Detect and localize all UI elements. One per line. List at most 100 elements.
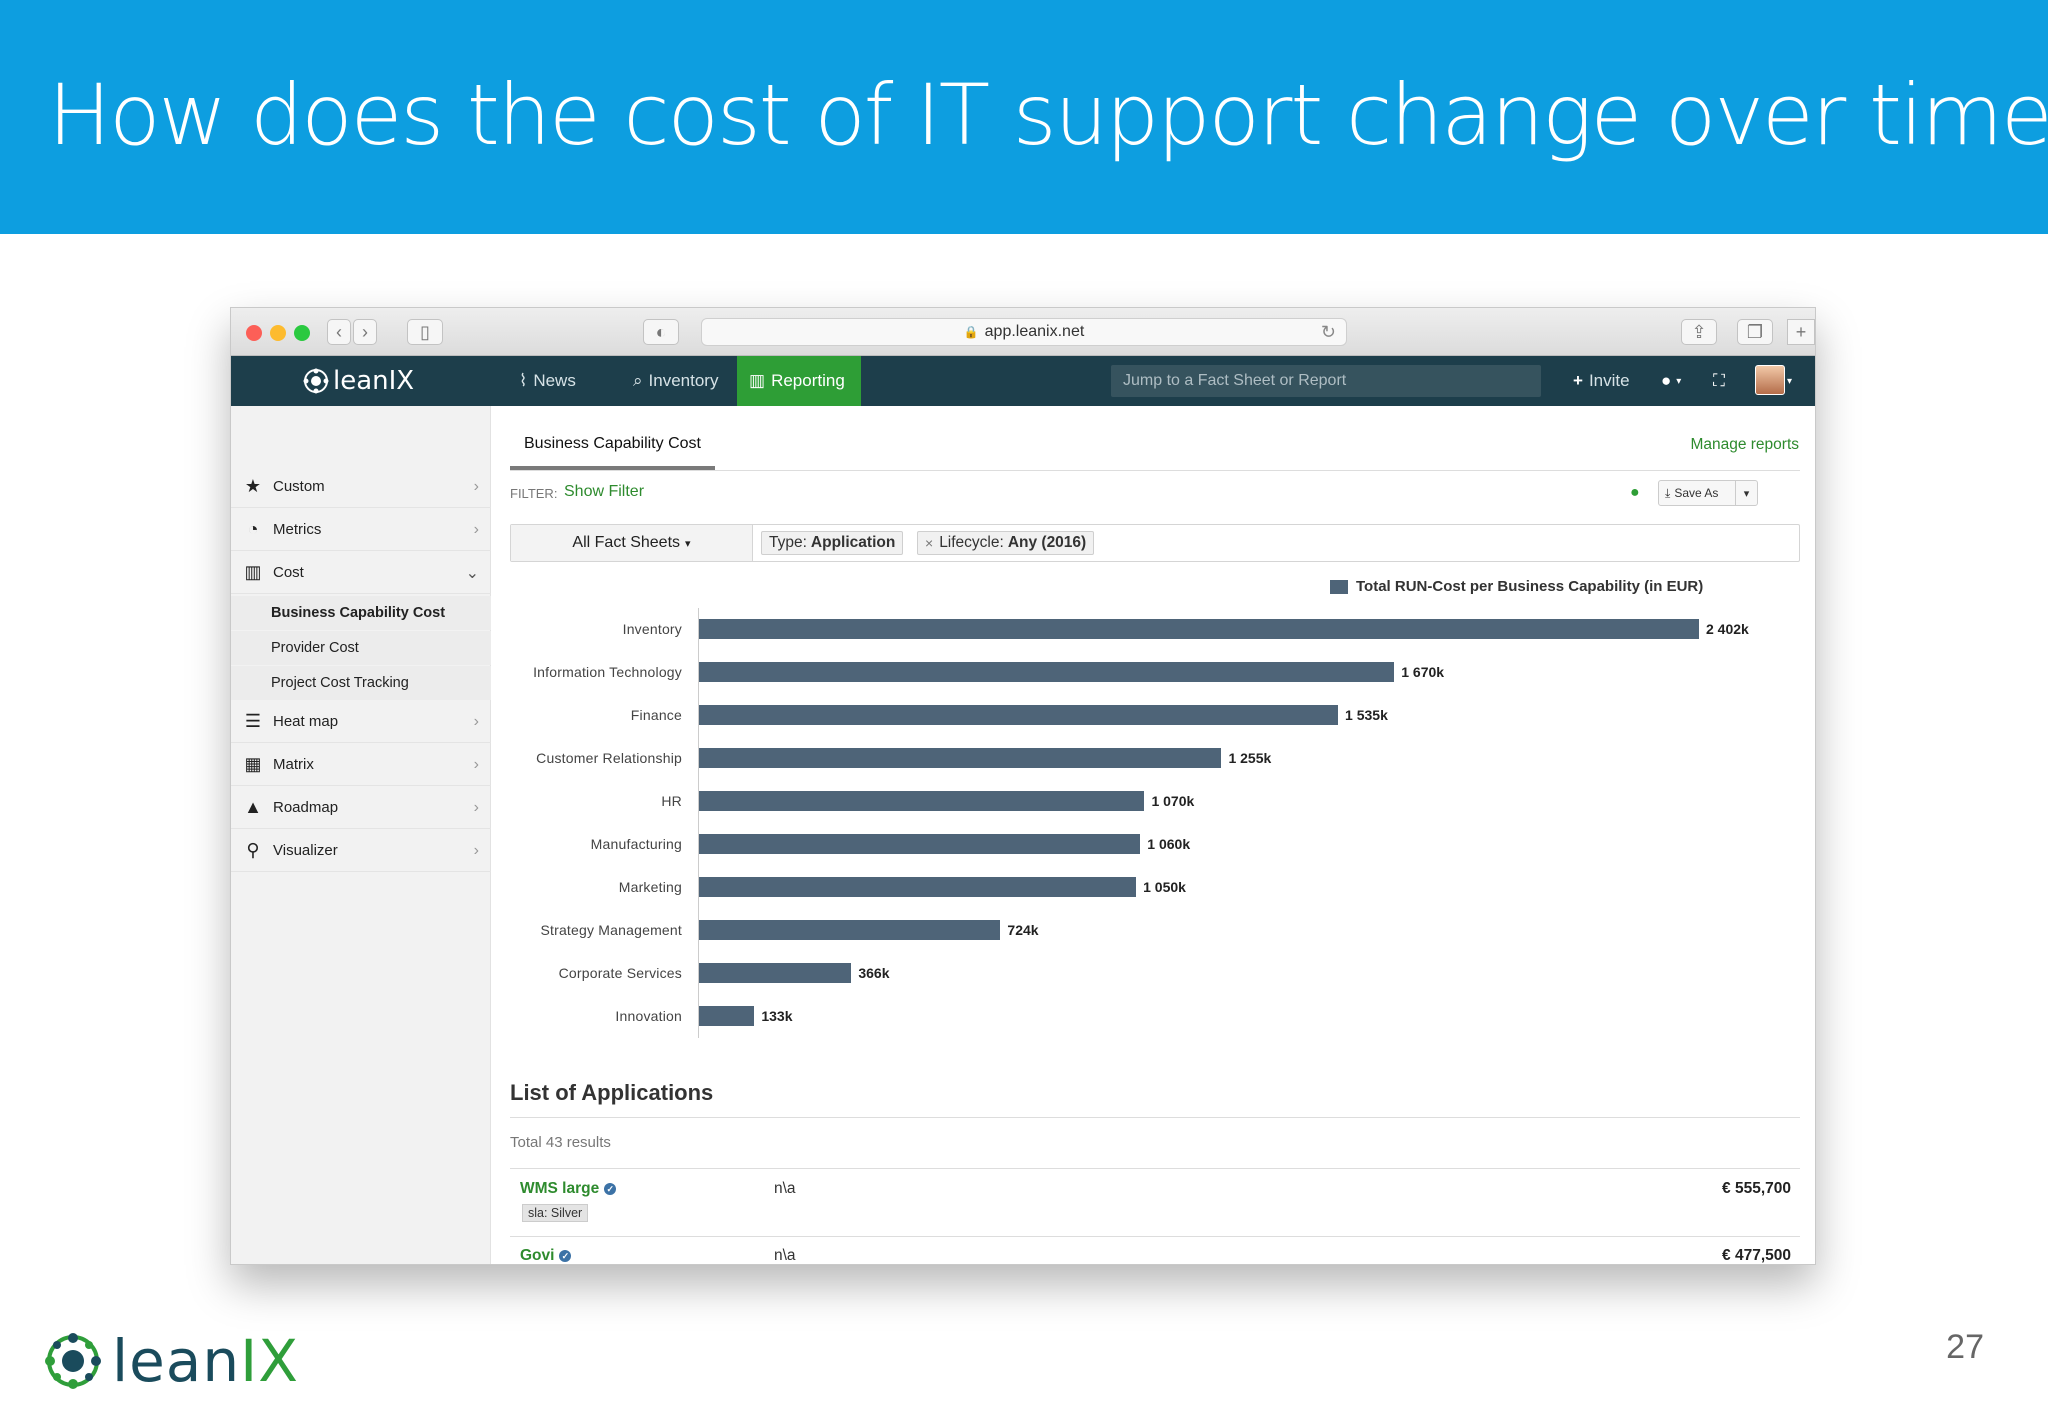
comment-icon[interactable]: ●	[1630, 484, 1640, 501]
list-divider	[510, 1117, 1800, 1118]
nav-news[interactable]: ⌇ News	[507, 356, 588, 406]
manage-reports-link[interactable]: Manage reports	[1690, 436, 1799, 453]
close-window-button[interactable]	[246, 325, 262, 341]
app-logo[interactable]: leanIX	[303, 366, 414, 396]
bar[interactable]	[699, 748, 1222, 768]
chip-value: Application	[810, 534, 896, 551]
sidebar-toggle-icon[interactable]: ▯	[407, 319, 443, 345]
sidebar-item-roadmap[interactable]: ▲ Roadmap ›	[231, 787, 491, 829]
app-cost-value: € 477,500	[1722, 1247, 1791, 1264]
address-bar[interactable]: 🔒 app.leanix.net ↻	[701, 318, 1347, 346]
remove-filter-icon[interactable]: ×	[925, 535, 934, 551]
bar-label: Inventory	[622, 621, 682, 637]
sla-tag: sla: Silver	[522, 1204, 589, 1222]
app-cost-value: € 555,700	[1722, 1180, 1791, 1197]
bar[interactable]	[699, 834, 1141, 854]
avatar[interactable]	[1755, 365, 1785, 395]
legend-swatch	[1330, 579, 1348, 594]
sidebar-sub-project-cost-tracking[interactable]: Project Cost Tracking	[231, 666, 491, 700]
bar-label: Marketing	[618, 879, 682, 895]
bar[interactable]	[699, 662, 1395, 682]
sidebar-sub-business-capability-cost[interactable]: Business Capability Cost	[231, 596, 491, 630]
bar-label: Strategy Management	[540, 922, 682, 938]
slide-title: How does the cost of IT support change o…	[48, 66, 2048, 164]
bar-value-label: 724k	[1007, 922, 1039, 938]
caret-down-icon[interactable]: ▾	[1735, 481, 1757, 505]
leanix-logo-icon	[45, 1333, 101, 1389]
nav-reporting[interactable]: ▥ Reporting	[737, 356, 861, 406]
bar-value-label: 366k	[858, 965, 890, 981]
bar[interactable]	[699, 791, 1145, 811]
new-tab-icon[interactable]: +	[1787, 319, 1815, 345]
download-icon: ⤓	[1665, 485, 1671, 500]
sidebar-item-label: Visualizer	[273, 842, 338, 859]
tab-business-capability-cost[interactable]: Business Capability Cost	[510, 422, 715, 470]
sidebar-item-metrics[interactable]: ◔ Metrics ›	[231, 509, 491, 551]
show-filter-link[interactable]: Show Filter	[564, 483, 645, 500]
jump-search-input[interactable]: Jump to a Fact Sheet or Report	[1111, 365, 1541, 397]
sidebar-item-custom[interactable]: ★ Custom ›	[231, 466, 491, 508]
help-menu[interactable]: ● ▾	[1649, 356, 1693, 406]
sidebar-item-matrix[interactable]: ▦ Matrix ›	[231, 744, 491, 786]
save-as-button[interactable]: ⤓ Save As ▾	[1658, 480, 1758, 506]
share-icon[interactable]: ⇪	[1681, 319, 1717, 345]
reload-icon[interactable]: ↻	[1320, 322, 1336, 342]
fact-sheets-dropdown[interactable]: All Fact Sheets ▾	[511, 525, 753, 561]
sidebar: ★ Custom › ◔ Metrics › ▥ Cost ⌄ Business…	[231, 406, 491, 1264]
lock-icon: 🔒	[963, 325, 979, 339]
slide-header: How does the cost of IT support change o…	[0, 0, 2048, 234]
legend-label: Total RUN-Cost per Business Capability (…	[1356, 578, 1704, 595]
tabs-icon[interactable]: ❐	[1737, 319, 1773, 345]
nav-inventory[interactable]: ⌕ Inventory	[621, 356, 730, 406]
bar-value-label: 1 535k	[1345, 707, 1388, 723]
page-number: 27	[1946, 1328, 1984, 1366]
bar-chart-icon: ▥	[244, 562, 262, 582]
bar-label: HR	[661, 793, 682, 809]
sidebar-item-label: Cost	[273, 564, 304, 581]
plus-icon: +	[1573, 371, 1583, 390]
fullscreen-icon[interactable]: ⛶	[1713, 371, 1725, 390]
main-content: Business Capability Cost Manage reports …	[492, 406, 1815, 1264]
bar[interactable]	[699, 963, 852, 983]
back-icon[interactable]: ‹	[327, 319, 351, 345]
app-link-wms-large[interactable]: WMS large ✓	[520, 1180, 617, 1198]
minimize-window-button[interactable]	[270, 325, 286, 341]
nav-inventory-label: Inventory	[648, 371, 719, 390]
road-icon: ▲	[244, 797, 262, 817]
zoom-window-button[interactable]	[294, 325, 310, 341]
type-filter-chip[interactable]: Type: Application	[761, 531, 904, 555]
app-na-value: n\a	[774, 1247, 796, 1264]
bar-value-label: 1 670k	[1401, 664, 1445, 680]
verified-icon: ✓	[604, 1183, 617, 1195]
chip-key: Lifecycle:	[939, 534, 1004, 551]
chevron-right-icon: ›	[473, 798, 479, 816]
sidebar-item-heat-map[interactable]: ☰ Heat map ›	[231, 701, 491, 743]
bar[interactable]	[699, 920, 1001, 940]
bar[interactable]	[699, 619, 1699, 639]
sidebar-item-visualizer[interactable]: ⚲ Visualizer ›	[231, 830, 491, 872]
bar[interactable]	[699, 705, 1339, 725]
sidebar-sub-provider-cost[interactable]: Provider Cost	[231, 631, 491, 665]
footer-logo: leanIX	[44, 1326, 299, 1396]
bar-value-label: 1 255k	[1228, 750, 1272, 766]
star-icon: ★	[244, 476, 262, 496]
sidebar-item-cost[interactable]: ▥ Cost ⌄	[231, 552, 491, 594]
chevron-right-icon: ›	[473, 712, 479, 730]
privacy-icon[interactable]: ◐	[643, 319, 679, 345]
lifecycle-filter-chip[interactable]: × Lifecycle: Any (2016)	[917, 531, 1095, 555]
invite-button[interactable]: + Invite	[1561, 356, 1642, 406]
bar-value-label: 133k	[761, 1008, 793, 1024]
avatar-caret-icon[interactable]: ▾	[1787, 375, 1793, 387]
footer-logo-text-a: lean	[112, 1327, 241, 1395]
bar[interactable]	[699, 877, 1137, 897]
bar[interactable]	[699, 1006, 755, 1026]
help-icon: ●	[1661, 371, 1672, 390]
app-link-govi[interactable]: Govi ✓	[520, 1247, 572, 1264]
bar-value-label: 2 402k	[1706, 621, 1749, 637]
app-name: WMS large	[520, 1180, 600, 1197]
forward-icon[interactable]: ›	[353, 319, 377, 345]
caret-down-icon: ▾	[685, 537, 691, 550]
url-text: app.leanix.net	[984, 323, 1085, 340]
bar-chart-icon: ▥	[749, 371, 766, 390]
verified-icon: ✓	[559, 1250, 572, 1262]
